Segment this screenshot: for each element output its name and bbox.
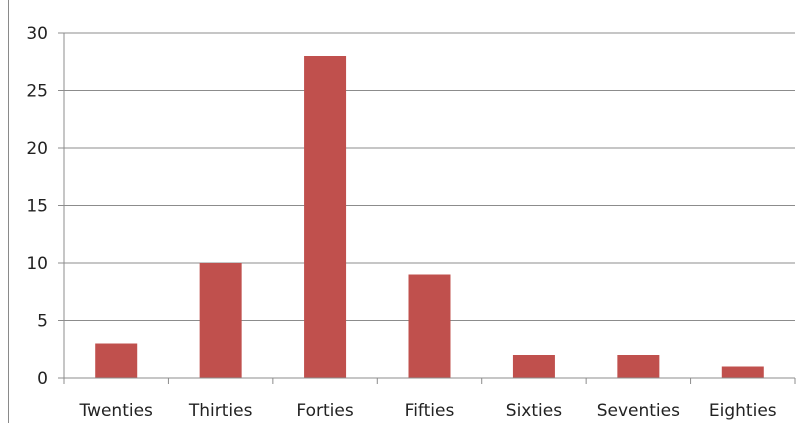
x-tick-label: Thirties [188,401,253,421]
x-tick-label: Eighties [709,401,777,421]
bar-twenties [95,343,138,378]
x-tick-labels: Twenties Thirties Forties Fifties Sixties Sev… [79,401,777,421]
y-tick-label: 25 [26,82,48,102]
x-tick-label: Forties [296,401,353,421]
y-tick-label: 0 [37,369,48,389]
bar-forties [304,56,347,378]
y-tick-labels: 0 5 10 15 20 25 30 [26,24,48,389]
bar-sixties [512,355,555,378]
bar-eighties [721,366,764,378]
frame-border [8,0,9,423]
y-tick-label: 30 [26,24,48,44]
x-tick-label: Sixties [506,401,562,421]
y-tick-label: 5 [37,312,48,332]
bars [95,56,764,378]
axes [58,32,796,384]
gridlines [64,32,795,321]
y-tick-label: 10 [26,254,48,274]
x-tick-label: Fifties [405,401,455,421]
bar-seventies [617,355,660,378]
y-tick-label: 15 [26,197,48,217]
x-tick-label: Seventies [597,401,680,421]
x-tick-label: Twenties [79,401,154,421]
y-tick-label: 20 [26,139,48,159]
bar-thirties [199,263,242,378]
bar-fifties [408,274,451,378]
